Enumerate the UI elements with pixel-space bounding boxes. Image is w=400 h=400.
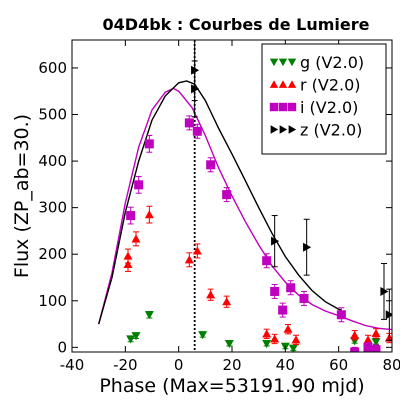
data-point-g — [126, 335, 136, 344]
data-point-i — [371, 345, 381, 352]
data-point-r — [123, 251, 133, 260]
legend-label-r: r (V2.0) — [300, 76, 361, 95]
data-point-z — [303, 242, 312, 252]
data-point-r — [350, 330, 360, 339]
data-point-i — [144, 139, 154, 149]
data-point-g — [350, 337, 360, 346]
legend-marker-g — [278, 58, 288, 67]
data-point-r — [270, 334, 280, 343]
y-tick-label: 400 — [38, 152, 67, 170]
x-tick-label: 0 — [174, 356, 184, 374]
data-point-i — [278, 305, 288, 315]
data-point-i — [270, 286, 280, 296]
legend-marker-g — [287, 58, 297, 67]
data-point-i — [262, 256, 272, 266]
data-point-r — [384, 333, 392, 342]
x-tick-label: 20 — [222, 356, 241, 374]
data-point-g — [131, 332, 141, 341]
legend-marker-i — [287, 102, 297, 112]
data-point-r — [192, 246, 202, 255]
data-point-i — [363, 342, 373, 352]
legend-marker-z — [288, 125, 297, 134]
data-point-r — [363, 335, 373, 344]
data-point-r — [262, 329, 272, 338]
x-axis-label: Phase (Max=53191.90 mjd) — [99, 375, 364, 397]
data-point-r — [371, 328, 381, 337]
x-tick-label: 60 — [329, 356, 348, 374]
data-point-r — [283, 324, 293, 333]
data-points — [123, 40, 392, 352]
data-point-g — [262, 340, 272, 349]
y-axis-label: Flux (ZP_ab=30.) — [11, 114, 33, 278]
data-point-i — [126, 211, 136, 221]
model-curve-z — [98, 80, 342, 325]
data-point-i — [222, 190, 232, 200]
y-tick-label: 100 — [38, 292, 67, 310]
data-point-r — [184, 255, 194, 264]
data-point-i — [134, 180, 144, 190]
data-point-g — [371, 338, 381, 347]
data-point-g — [224, 340, 234, 349]
y-tick-label: 200 — [38, 245, 67, 263]
data-point-i — [286, 283, 296, 293]
x-tick-label: -40 — [60, 356, 85, 374]
legend-marker-z — [279, 125, 288, 134]
x-tick-label: 40 — [276, 356, 295, 374]
y-tick-label: 0 — [57, 338, 67, 356]
data-point-z — [271, 236, 280, 246]
data-point-r — [123, 259, 133, 269]
legend-marker-z — [270, 125, 279, 134]
legend-marker-i — [278, 102, 288, 112]
legend-label-i: i (V2.0) — [300, 98, 358, 117]
legend-marker-r — [287, 80, 297, 88]
legend-marker-r — [269, 80, 279, 88]
y-tick-label: 300 — [38, 199, 67, 217]
x-tick-label: 80 — [382, 356, 400, 374]
legend-label-g: g (V2.0) — [300, 53, 364, 72]
data-point-i — [184, 118, 194, 128]
data-point-g — [144, 311, 154, 320]
data-point-i — [206, 160, 216, 170]
data-point-i — [350, 347, 360, 352]
data-point-g — [288, 344, 298, 352]
chart-title: 04D4bk : Courbes de Lumiere — [103, 15, 370, 34]
axis-ticks: -40 -20 0 20 40 60 80 0 100 200 300 400 500 600 — [38, 40, 400, 374]
data-point-r — [206, 290, 216, 299]
data-point-r — [291, 335, 301, 344]
data-point-r — [144, 210, 154, 219]
data-point-i — [299, 293, 309, 303]
legend-marker-g — [269, 58, 279, 67]
y-tick-label: 500 — [38, 106, 67, 124]
data-point-z — [191, 65, 200, 75]
data-point-r — [222, 297, 232, 306]
legend-marker-r — [278, 80, 288, 88]
data-point-g — [198, 331, 208, 340]
data-point-z — [380, 286, 389, 296]
data-point-r — [131, 234, 141, 243]
x-tick-label: -20 — [113, 356, 138, 374]
data-point-i — [192, 126, 202, 136]
legend: g (V2.0) r (V2.0) i (V2.0) z (V2.0) — [261, 43, 387, 155]
data-point-z — [385, 310, 392, 320]
legend-label-z: z (V2.0) — [300, 121, 362, 140]
legend-marker-i — [269, 102, 279, 112]
data-point-i — [336, 310, 346, 320]
y-tick-label: 600 — [38, 59, 67, 77]
